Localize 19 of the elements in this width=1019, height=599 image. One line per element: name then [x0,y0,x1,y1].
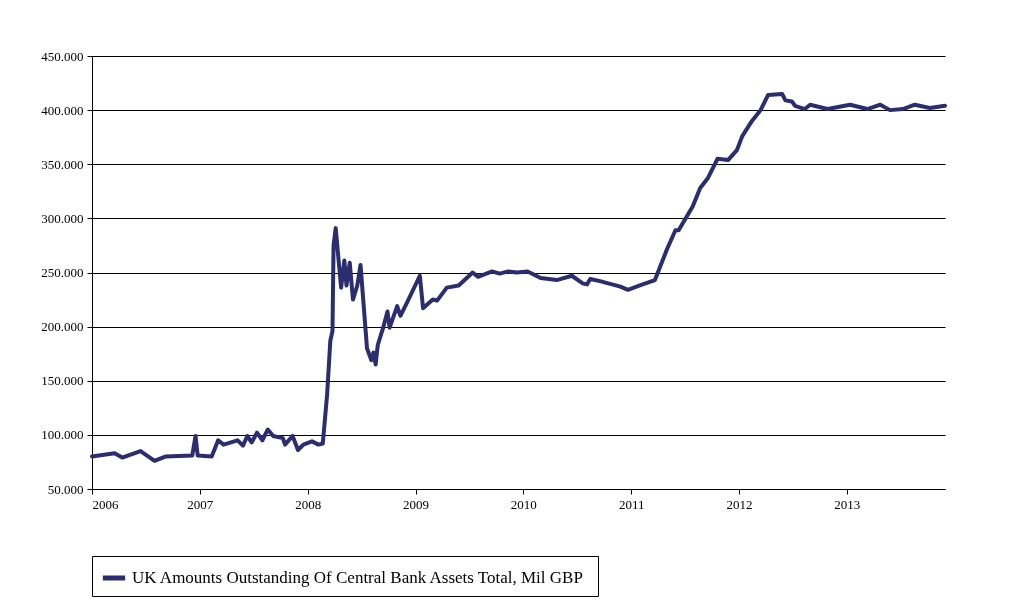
x-tick-label: 2007 [187,496,214,512]
y-tick-label: 250.000 [41,265,84,280]
x-tick-label: 2011 [618,496,645,512]
y-tick-label: 350.000 [41,156,84,172]
x-tick-label: 2008 [295,496,322,512]
legend-label: UK Amounts Outstanding Of Central Bank Assets Total, Mil GBP [132,568,583,587]
y-tick-label: 450.000 [41,48,84,64]
x-tick-label: 2013 [834,496,861,512]
y-tick-label: 300.000 [41,210,84,226]
x-tick-label: 2010 [510,496,537,512]
x-tick-label: 2009 [403,496,430,512]
y-tick-label: 150.000 [41,373,84,389]
y-tick-label: 100.000 [41,427,84,443]
line-series [90,91,947,463]
x-tick-label: 2006 [92,496,119,512]
y-tick-label: 50.000 [47,481,84,497]
x-tick-label: 2012 [726,496,753,512]
y-tick-label: 200.000 [41,319,84,335]
y-tick-label: 400.000 [41,102,84,118]
